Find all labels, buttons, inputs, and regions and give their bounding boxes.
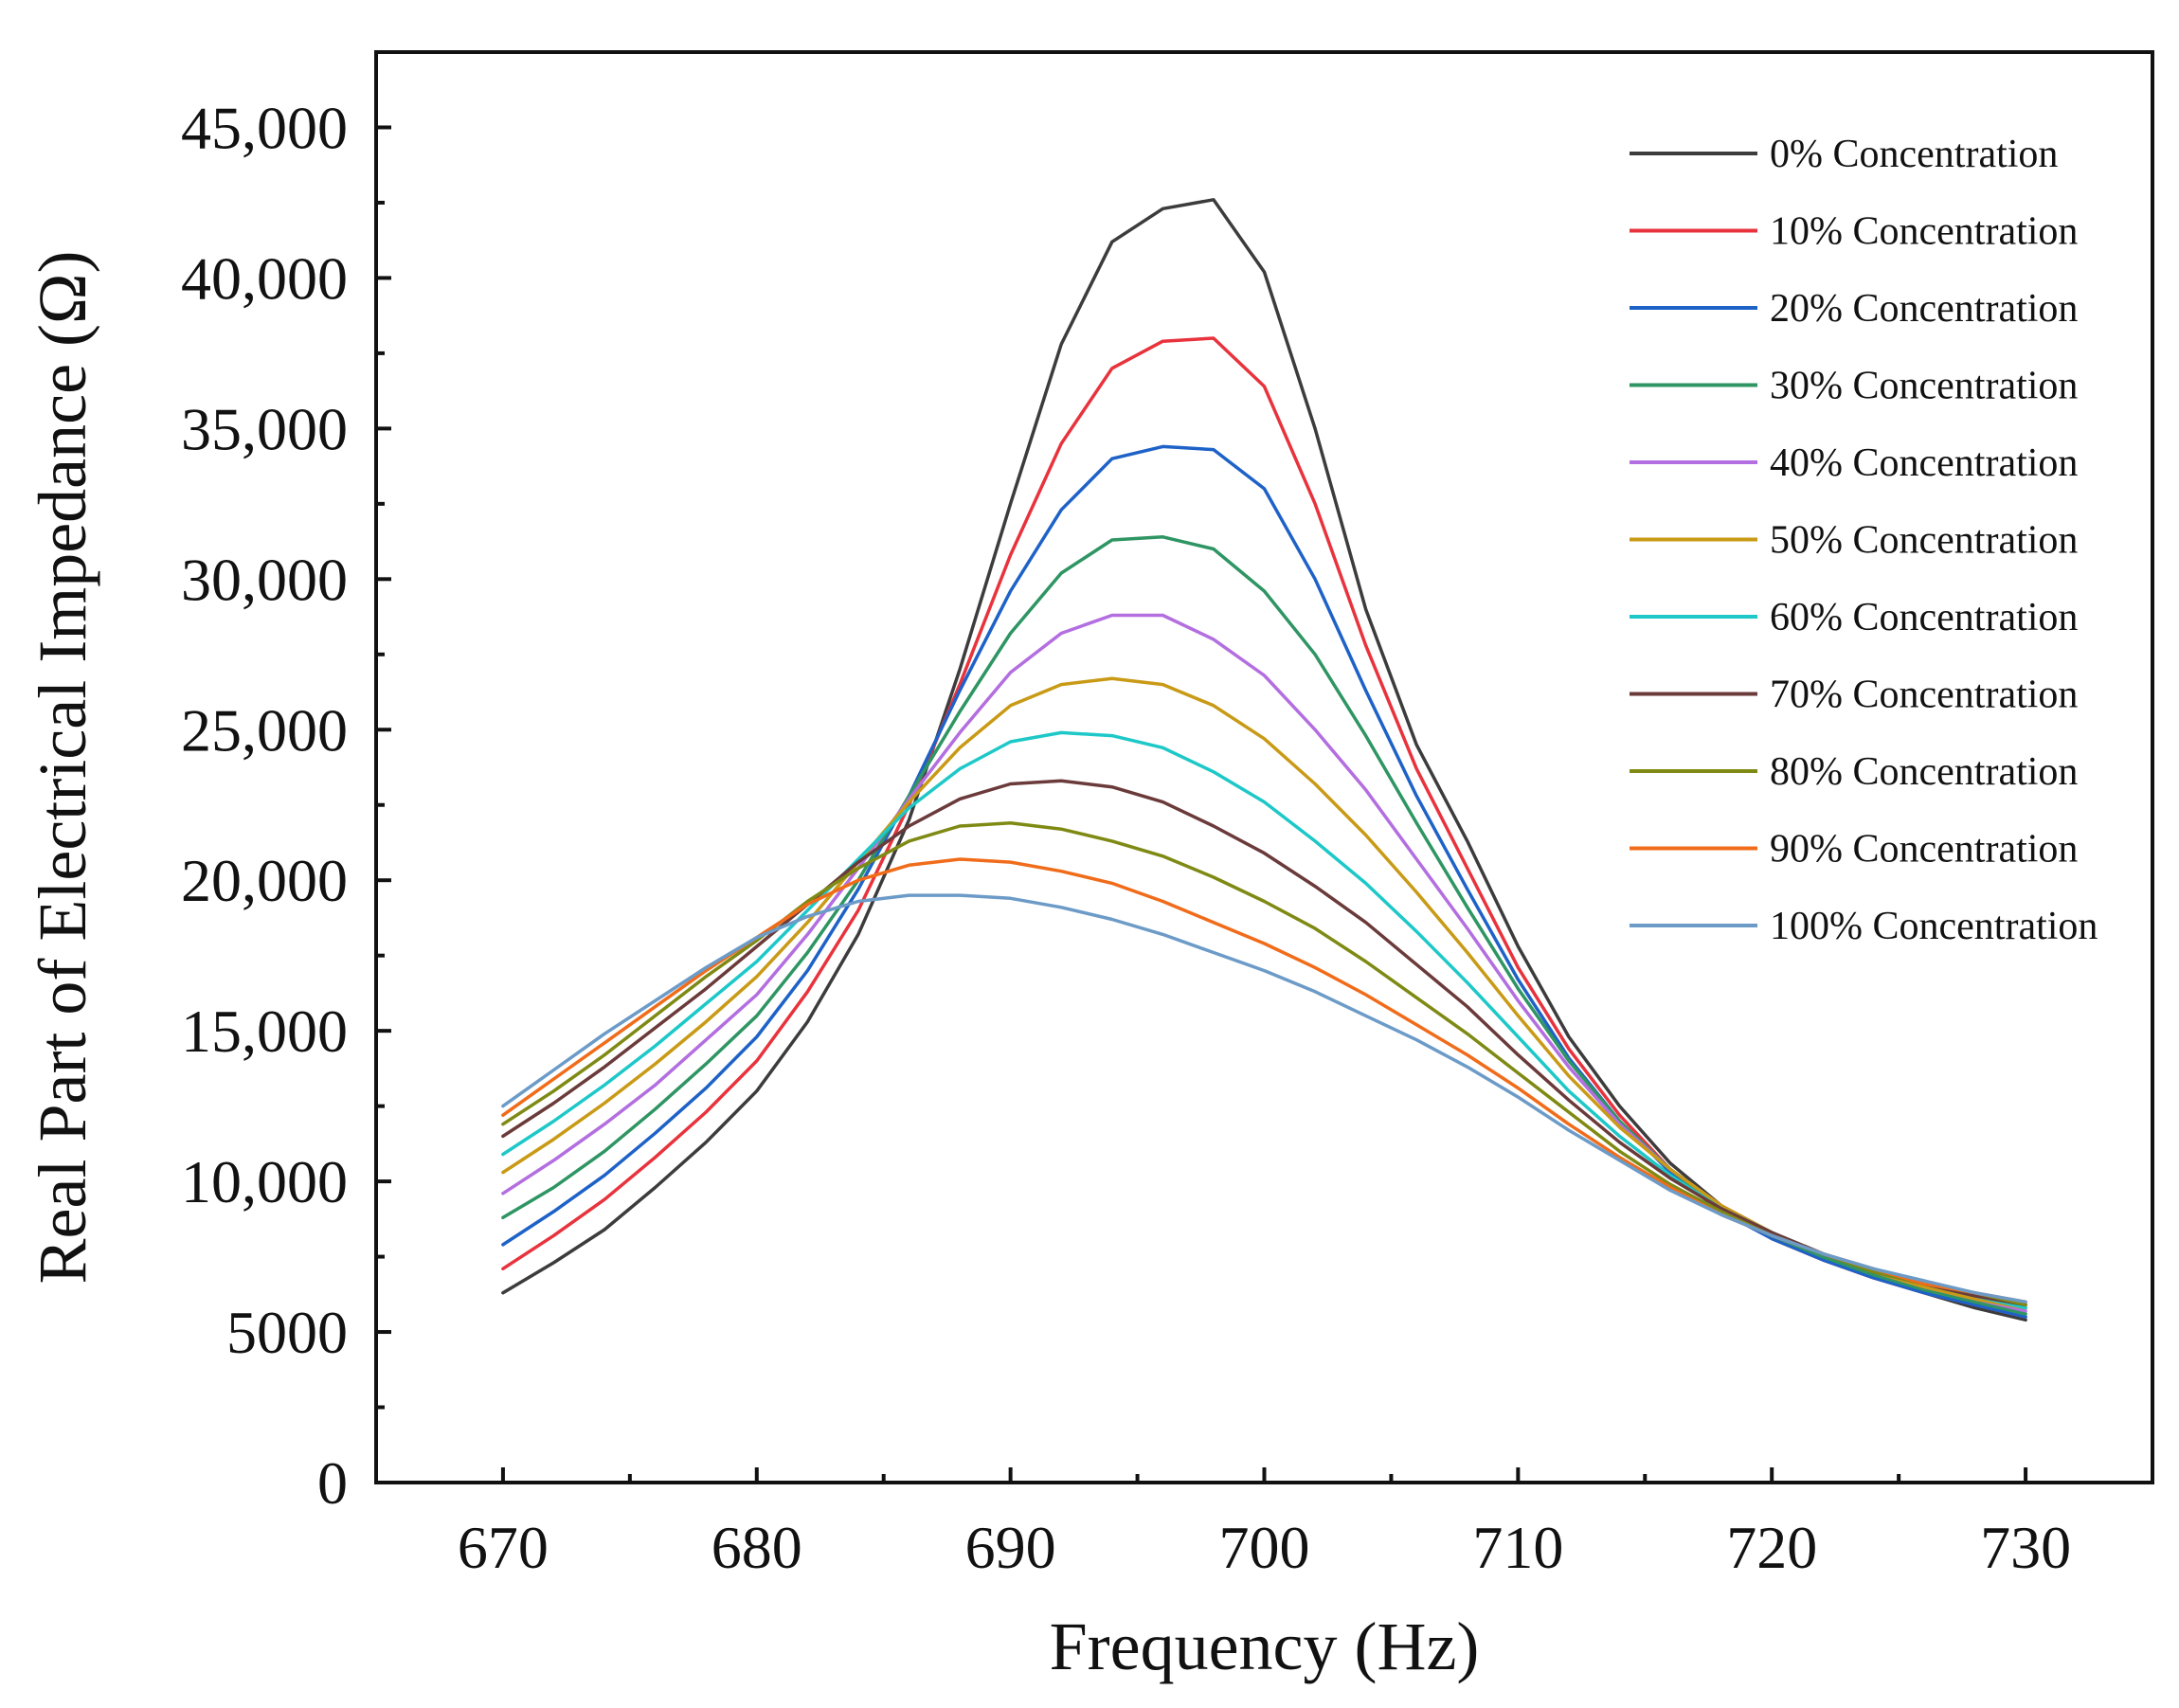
legend-item: 50% Concentration bbox=[1630, 519, 2078, 563]
y-tick-label: 20,000 bbox=[181, 847, 348, 914]
series-line-2 bbox=[501, 444, 2027, 1319]
legend-item: 60% Concentration bbox=[1630, 596, 2078, 639]
legend-label: 20% Concentration bbox=[1770, 287, 2078, 331]
series-line-7 bbox=[501, 779, 2027, 1307]
x-tick-label: 690 bbox=[965, 1514, 1056, 1581]
y-tick-label: 35,000 bbox=[181, 395, 348, 462]
legend-item: 80% Concentration bbox=[1630, 750, 2078, 794]
legend-label: 30% Concentration bbox=[1770, 365, 2078, 408]
legend-item: 100% Concentration bbox=[1630, 905, 2098, 948]
y-axis-title: Real Part of Electrical Impedance (Ω) bbox=[25, 251, 100, 1285]
legend-item: 40% Concentration bbox=[1630, 441, 2078, 485]
legend: 0% Concentration 10% Concentration 20% Con… bbox=[1630, 133, 2098, 948]
legend-item: 10% Concentration bbox=[1630, 210, 2078, 254]
axes-layer: 670 680 690 700 710 720 730 0 5000 10,000 15,000 20… bbox=[181, 50, 2154, 1581]
legend-label: 70% Concentration bbox=[1770, 674, 2078, 717]
series-line-10 bbox=[501, 893, 2027, 1304]
y-tick-label: 25,000 bbox=[181, 696, 348, 764]
legend-label: 0% Concentration bbox=[1770, 133, 2058, 176]
series-layer bbox=[501, 198, 2027, 1322]
y-tick-label: 40,000 bbox=[181, 244, 348, 312]
legend-item: 70% Concentration bbox=[1630, 674, 2078, 717]
x-axis-title: Frequency (Hz) bbox=[1050, 1609, 1480, 1684]
legend-label: 50% Concentration bbox=[1770, 519, 2078, 563]
legend-item: 0% Concentration bbox=[1630, 133, 2058, 176]
legend-label: 60% Concentration bbox=[1770, 596, 2078, 639]
legend-label: 40% Concentration bbox=[1770, 441, 2078, 485]
y-tick-label: 5000 bbox=[226, 1299, 348, 1366]
y-tick-label: 0 bbox=[317, 1449, 348, 1517]
legend-label: 10% Concentration bbox=[1770, 210, 2078, 254]
x-tick-label: 720 bbox=[1726, 1514, 1817, 1581]
legend-item: 20% Concentration bbox=[1630, 287, 2078, 331]
legend-item: 90% Concentration bbox=[1630, 828, 2078, 872]
x-tick-label: 700 bbox=[1219, 1514, 1310, 1581]
y-tick-label: 45,000 bbox=[181, 94, 348, 161]
x-tick-label: 710 bbox=[1472, 1514, 1563, 1581]
legend-label: 80% Concentration bbox=[1770, 750, 2078, 794]
x-tick-label: 730 bbox=[1980, 1514, 2071, 1581]
legend-label: 100% Concentration bbox=[1770, 905, 2098, 948]
y-tick-label: 30,000 bbox=[181, 546, 348, 613]
x-tick-label: 680 bbox=[711, 1514, 802, 1581]
legend-item: 30% Concentration bbox=[1630, 365, 2078, 408]
y-tick-label: 15,000 bbox=[181, 998, 348, 1065]
y-tick-label: 10,000 bbox=[181, 1148, 348, 1215]
x-tick-label: 670 bbox=[458, 1514, 549, 1581]
legend-label: 90% Concentration bbox=[1770, 828, 2078, 872]
